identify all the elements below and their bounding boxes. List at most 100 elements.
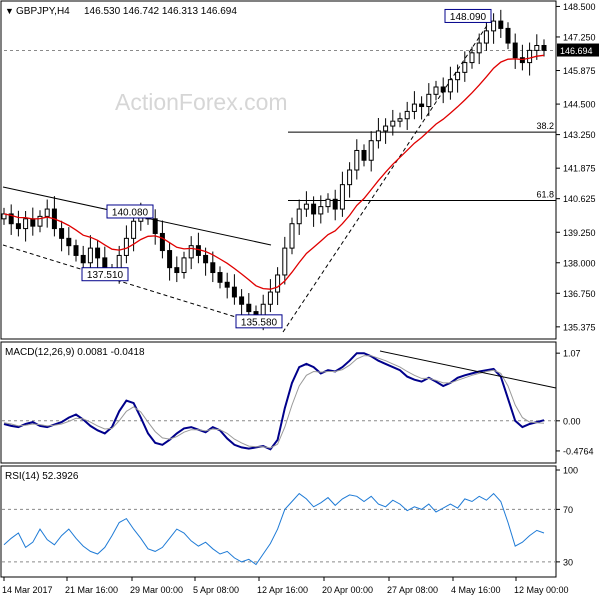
candle — [311, 196, 317, 227]
candle — [203, 247, 209, 276]
time-tick-label: 21 Mar 16:00 — [65, 585, 118, 595]
candle — [296, 199, 302, 235]
candle — [23, 211, 29, 242]
price-tick-label: 139.250 — [563, 228, 596, 238]
price-tick-label: 141.875 — [563, 164, 596, 174]
macd-lines — [3, 352, 545, 451]
time-tick-label: 5 Apr 08:00 — [193, 585, 239, 595]
candle — [275, 267, 281, 305]
macd-series-macd — [3, 352, 545, 451]
candle — [383, 118, 389, 144]
time-tick-label: 20 Apr 00:00 — [322, 585, 373, 595]
trendline-rising — [282, 23, 489, 333]
price-annotations: 148.090 140.080 137.510 135.580 — [81, 8, 492, 329]
candle — [231, 274, 237, 305]
time-tick-label: 12 Apr 16:00 — [257, 585, 308, 595]
price-tick-label: 138.000 — [563, 258, 596, 268]
candle — [152, 209, 158, 245]
candle — [95, 240, 101, 271]
rsi-panel-frame — [0, 465, 557, 578]
candle — [131, 213, 137, 252]
candle — [541, 39, 547, 57]
time-tick-label: 29 Mar 00:00 — [130, 585, 183, 595]
macd-tick-label: 0.00 — [563, 416, 581, 426]
candle — [239, 289, 245, 318]
price-tick-label: 145.875 — [563, 66, 596, 76]
candle — [8, 204, 14, 235]
candle — [267, 279, 273, 313]
candle — [318, 195, 324, 224]
time-tick-label: 14 Mar 2017 — [2, 585, 53, 595]
candle — [361, 144, 367, 167]
price-annotation: 135.580 — [235, 314, 283, 329]
candle — [303, 191, 309, 217]
candle — [87, 235, 93, 271]
macd-tick-label: 1.07 — [563, 349, 581, 359]
candle — [505, 22, 511, 50]
candle — [210, 251, 216, 283]
price-tick-label: 144.500 — [563, 100, 596, 110]
candle — [469, 46, 475, 69]
svg-text:140.080: 140.080 — [112, 207, 149, 218]
rsi-lines — [3, 492, 545, 566]
candle — [347, 162, 353, 198]
candle — [217, 266, 223, 289]
candle — [289, 217, 295, 255]
symbol-header: GBPJPY,H4 — [16, 6, 70, 17]
current-price-label: 146.694 — [560, 46, 593, 56]
candle — [354, 139, 360, 180]
candle — [455, 64, 461, 93]
candle — [181, 251, 187, 279]
candles — [1, 9, 547, 331]
macd-header: MACD(12,26,9) 0.0081 -0.0418 — [5, 347, 145, 358]
macd-series-signal — [3, 355, 545, 449]
price-annotation: 137.510 — [81, 267, 129, 282]
price-tick-label: 148.500 — [563, 2, 596, 12]
candle — [44, 199, 50, 228]
price-axis: 148.500 147.250 145.875 144.500 143.250 141.8… — [556, 2, 599, 332]
candle — [433, 80, 439, 101]
time-axis: 14 Mar 2017 21 Mar 16:00 29 Mar 00:00 5 Apr… — [2, 577, 569, 595]
candle — [37, 210, 43, 233]
fib-label-1: 61.8 — [536, 190, 554, 200]
rsi-tick-label: 70 — [563, 505, 573, 515]
candle — [404, 101, 410, 130]
rsi-tick-label: 100 — [563, 466, 578, 476]
price-tick-label: 140.625 — [563, 194, 596, 204]
ema-line — [3, 54, 545, 290]
svg-text:135.580: 135.580 — [241, 317, 278, 328]
candle — [483, 17, 489, 51]
candle — [527, 42, 533, 76]
macd-panel-frame — [0, 341, 557, 464]
time-tick-label: 12 May 00:00 — [514, 585, 569, 595]
rsi-grid — [2, 508, 556, 563]
candle — [419, 96, 425, 120]
price-tick-label: 135.375 — [563, 322, 596, 332]
ohlc-header: 146.530 146.742 146.313 146.694 — [84, 6, 237, 17]
candle — [375, 118, 381, 149]
candle — [498, 9, 504, 38]
rsi-tick-label: 30 — [563, 557, 573, 567]
candle — [159, 220, 165, 259]
time-tick-label: 4 May 16:00 — [451, 585, 501, 595]
candle — [325, 193, 331, 213]
time-tick-label: 27 Apr 08:00 — [387, 585, 438, 595]
candle — [512, 33, 518, 69]
candle — [426, 83, 432, 117]
candle — [174, 256, 180, 283]
trendline-lower — [2, 244, 269, 328]
candle — [339, 171, 345, 217]
watermark: ActionForex.com — [115, 89, 288, 115]
candle — [59, 220, 65, 252]
candle — [440, 77, 446, 104]
candle — [188, 236, 194, 270]
price-tick-label: 136.750 — [563, 289, 596, 299]
fibonacci-levels: 38.2 61.8 — [4, 50, 556, 202]
candle — [368, 131, 374, 172]
candle — [73, 239, 79, 262]
candle — [332, 189, 338, 221]
price-annotation: 148.090 — [444, 8, 492, 23]
candle — [66, 227, 72, 256]
candle — [491, 13, 497, 44]
